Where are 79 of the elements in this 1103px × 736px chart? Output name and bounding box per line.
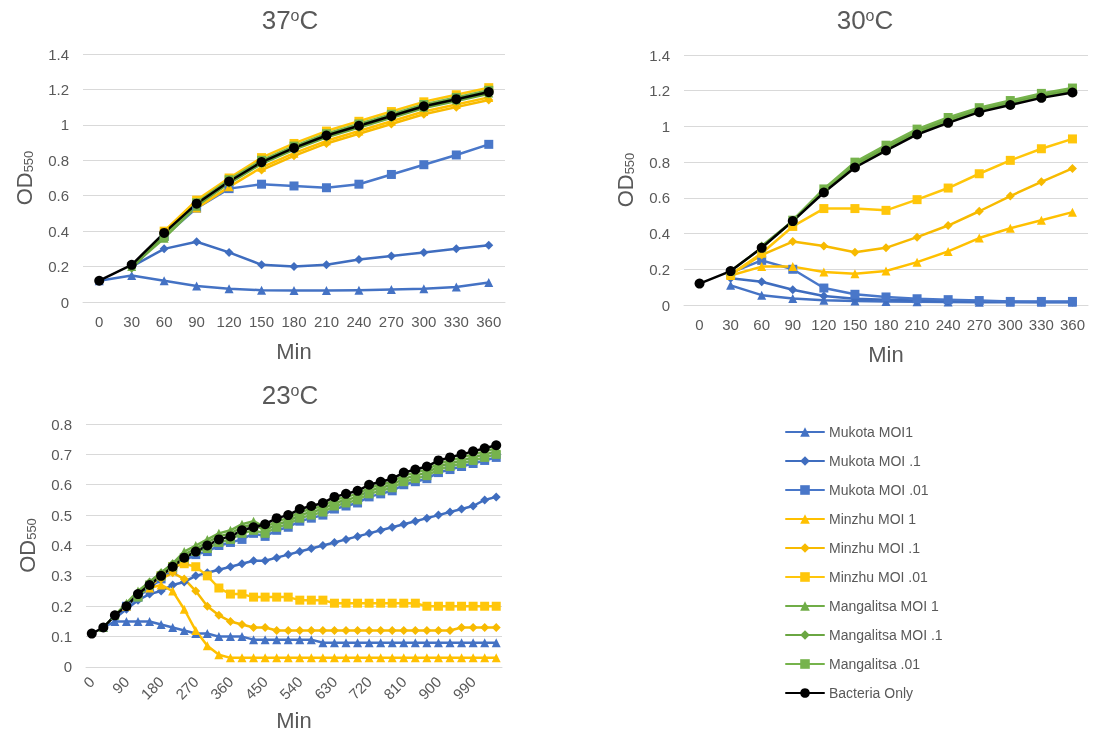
y-tick-label: 0.7 [51,445,72,463]
x-tick-label: 360 [206,672,237,703]
y-tick-label: 0.2 [649,260,670,278]
y-tick-label: 0.5 [51,506,72,524]
legend-label: Mukota MOI .01 [829,482,929,498]
x-tick-label: 900 [414,672,445,703]
legend-label: Bacteria Only [829,685,914,701]
y-tick-label: 0.4 [649,225,670,243]
x-tick-label: 120 [811,316,837,333]
y-tick-label: 0.3 [51,567,72,585]
y-tick-label: 0.8 [649,153,670,171]
x-tick-label: 150 [249,313,275,330]
y-tick-label: 0.8 [48,151,69,169]
x-tick-label: 360 [1059,316,1085,333]
y-tick-label: 1.4 [649,46,670,64]
x-tick-label: 810 [380,672,410,703]
x-tick-label: 240 [935,316,961,333]
x-tick-label: 330 [1028,316,1054,333]
x-axis-title: Min [276,338,312,364]
x-tick-label: 330 [443,313,469,330]
legend-label: Minzhu MOI .1 [829,540,921,556]
x-axis-title: Min [276,707,312,733]
x-tick-label: 90 [188,313,205,330]
x-tick-label: 540 [276,672,306,703]
x-tick-label: 300 [997,316,1023,333]
x-tick-label: 210 [904,316,930,333]
y-tick-label: 1.4 [48,45,69,63]
legend-label: Mangalitsa MOI 1 [829,598,939,614]
y-tick-label: 1 [60,116,69,134]
x-tick-label: 90 [784,316,802,333]
legend-label: Mukota MOI1 [829,424,914,440]
y-tick-label: 0.6 [51,476,72,494]
y-tick-label: 0 [60,293,69,311]
y-tick-label: 0.1 [51,628,72,646]
x-tick-label: 30 [722,316,739,333]
x-axis-title: Min [868,341,904,367]
y-tick-label: 0.6 [48,187,69,205]
legend-label: Mangalitsa MOI .1 [829,627,943,643]
x-tick-label: 720 [345,672,376,703]
x-tick-label: 60 [155,313,173,330]
legend-label: Mangalitsa .01 [829,656,921,672]
x-tick-label: 270 [378,313,404,330]
x-tick-label: 150 [842,316,868,333]
y-tick-label: 1.2 [48,80,69,98]
y-tick-label: 0.6 [649,189,670,207]
x-tick-label: 450 [241,672,272,703]
x-tick-label: 240 [346,313,372,330]
x-tick-label: 630 [310,672,341,703]
legend-label: Minzhu MOI .01 [829,569,929,585]
x-tick-label: 30 [123,313,141,330]
x-tick-label: 0 [79,672,98,691]
y-axis-title: OD550 [612,152,638,208]
y-tick-label: 0 [63,658,72,676]
x-tick-label: 210 [313,313,339,330]
x-tick-label: 990 [449,672,480,703]
x-tick-label: 180 [137,672,168,703]
x-tick-label: 270 [172,672,202,703]
y-tick-label: 1 [661,117,670,135]
y-tick-label: 0.2 [48,258,69,276]
y-tick-label: 0 [661,296,670,314]
x-tick-label: 180 [873,316,899,333]
y-tick-label: 0.4 [51,536,72,554]
x-tick-label: 120 [216,313,242,330]
y-tick-label: 0.4 [48,222,69,240]
y-tick-label: 0.2 [51,597,72,615]
x-tick-label: 270 [966,316,992,333]
legend-label: Minzhu MOI 1 [829,511,917,527]
x-tick-label: 0 [695,316,704,333]
x-tick-label: 180 [281,313,307,330]
x-tick-label: 300 [411,313,437,330]
x-tick-label: 0 [95,313,104,330]
x-tick-label: 60 [753,316,771,333]
y-axis-title: OD550 [11,150,37,206]
y-tick-label: 1.2 [649,82,670,100]
x-tick-label: 360 [476,313,502,330]
y-tick-label: 0.8 [51,415,72,433]
x-tick-label: 90 [108,672,133,697]
y-axis-title: OD550 [14,518,40,573]
legend-label: Mukota MOI .1 [829,453,922,469]
